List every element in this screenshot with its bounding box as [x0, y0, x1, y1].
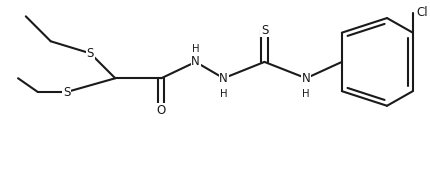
Text: S: S	[261, 24, 268, 37]
Text: S: S	[86, 47, 94, 60]
Text: H: H	[192, 44, 200, 54]
Text: Cl: Cl	[416, 6, 428, 19]
Text: N: N	[219, 72, 228, 85]
Text: N: N	[302, 72, 310, 85]
Text: H: H	[220, 89, 227, 99]
Text: H: H	[302, 89, 310, 99]
Text: N: N	[191, 55, 200, 68]
Text: O: O	[157, 104, 166, 117]
Text: S: S	[63, 85, 71, 99]
